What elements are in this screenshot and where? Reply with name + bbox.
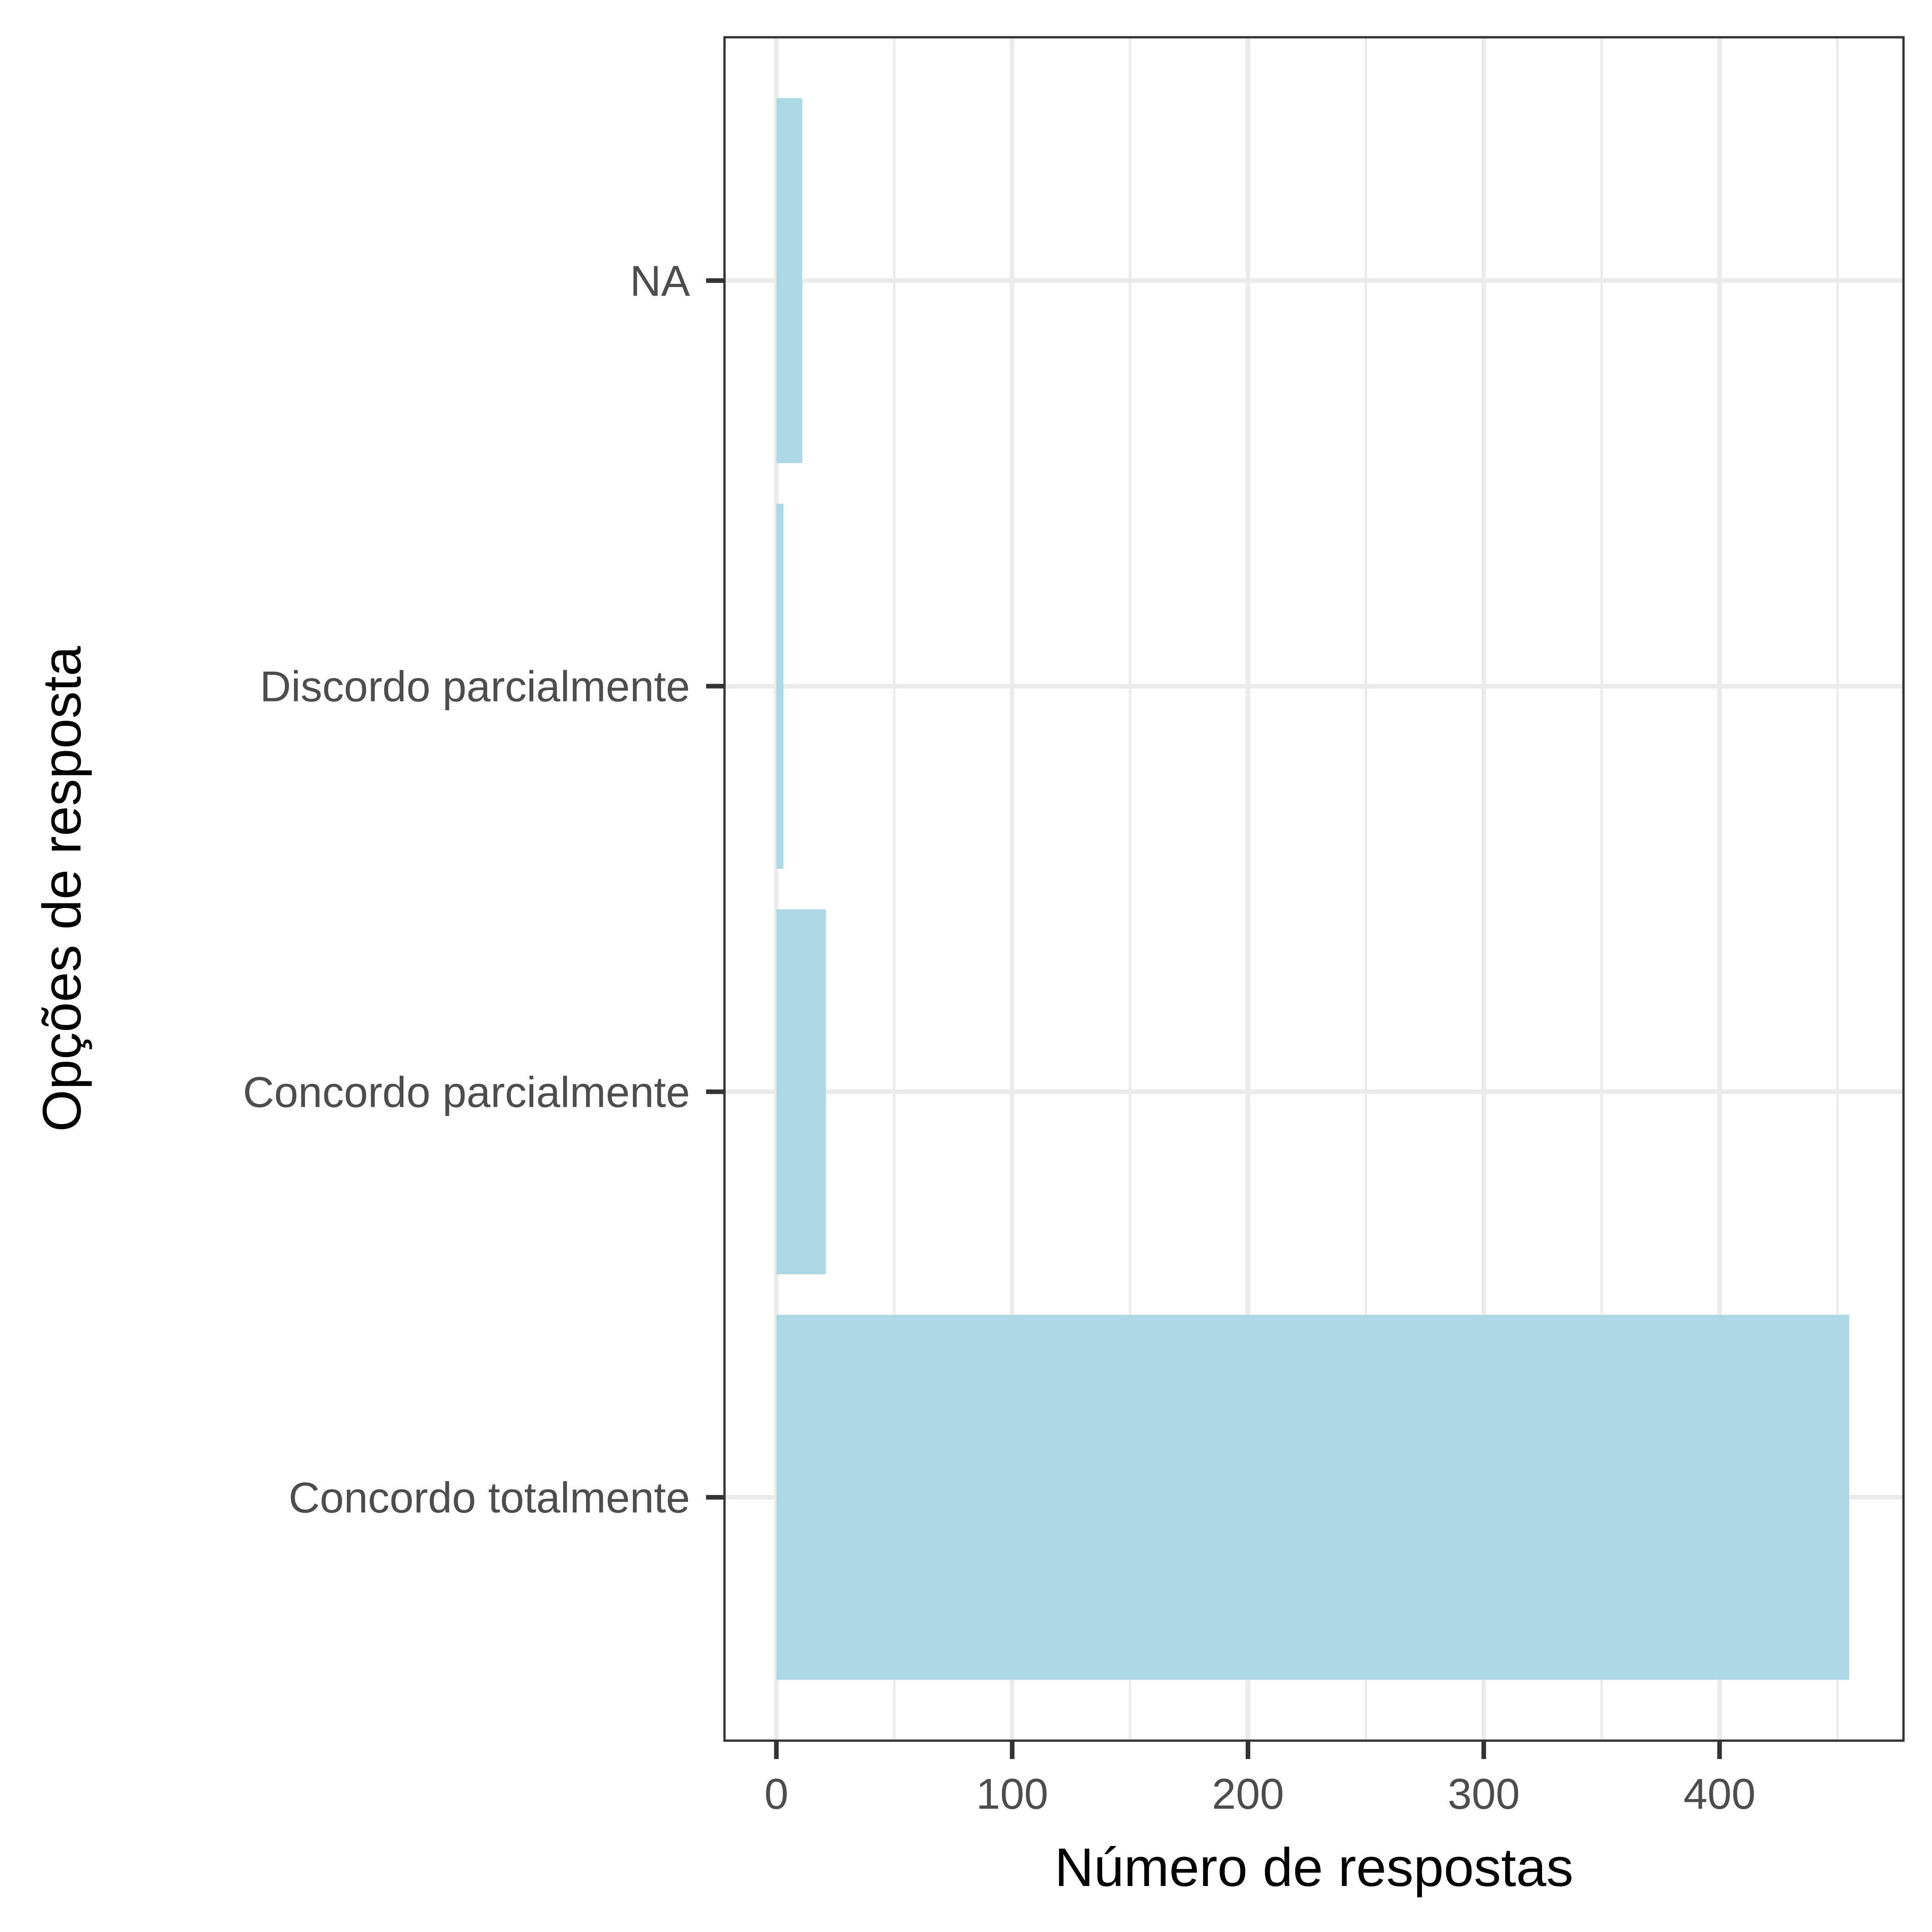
bar-na xyxy=(776,98,803,463)
bar-concordo-parcialmente xyxy=(776,909,826,1275)
panel-border xyxy=(723,36,1905,1742)
x-tick-label: 300 xyxy=(1448,1770,1520,1818)
y-tick-label: Concordo totalmente xyxy=(288,1473,690,1522)
y-tick-label: NA xyxy=(630,257,690,305)
bars xyxy=(776,98,1850,1680)
y-tick-label: Concordo parcialmente xyxy=(243,1068,690,1116)
y-axis-title: Opções de resposta xyxy=(32,646,92,1132)
y-axis: Concordo totalmente Concordo parcialmente… xyxy=(243,257,724,1522)
x-axis-title: Número de respostas xyxy=(1054,1837,1573,1898)
x-tick-label: 0 xyxy=(765,1770,788,1818)
x-tick-label: 200 xyxy=(1212,1770,1284,1818)
bar-discordo-parcialmente xyxy=(776,503,784,869)
y-tick-label: Discordo parcialmente xyxy=(260,662,690,711)
x-tick-label: 100 xyxy=(976,1770,1048,1818)
bar-concordo-totalmente xyxy=(776,1315,1850,1680)
x-axis: 0 100 200 300 400 xyxy=(765,1741,1756,1818)
x-tick-label: 400 xyxy=(1684,1770,1756,1818)
